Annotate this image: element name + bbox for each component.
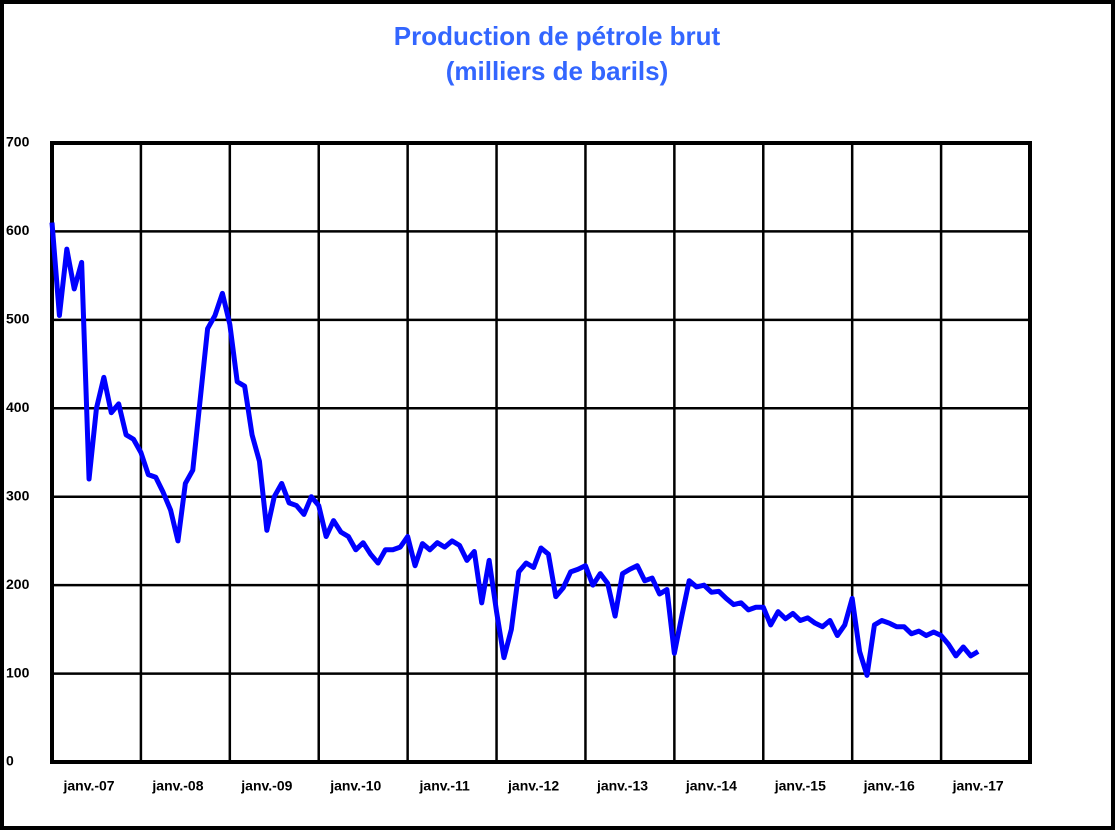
- y-tick-label: 200: [6, 576, 30, 592]
- x-tick-label: janv.-12: [507, 778, 559, 794]
- x-tick-label: janv.-08: [151, 778, 203, 794]
- y-tick-label: 0: [6, 753, 14, 769]
- y-tick-label: 100: [6, 664, 30, 680]
- x-tick-label: janv.-07: [62, 778, 114, 794]
- chart-subtitle: (milliers de barils): [446, 56, 669, 86]
- y-tick-label: 600: [6, 222, 30, 238]
- x-tick-label: janv.-11: [419, 778, 471, 794]
- chart-title: Production de pétrole brut: [394, 21, 721, 51]
- y-tick-label: 300: [6, 487, 30, 503]
- x-tick-label: janv.-14: [685, 778, 737, 794]
- y-tick-label: 500: [6, 311, 30, 327]
- x-tick-label: janv.-17: [952, 778, 1004, 794]
- x-tick-label: janv.-10: [329, 778, 381, 794]
- y-tick-label: 700: [6, 134, 30, 150]
- data-line: [49, 222, 980, 678]
- plot-border: [50, 141, 1032, 764]
- x-tick-label: janv.-09: [240, 778, 292, 794]
- x-tick-label: janv.-15: [774, 778, 826, 794]
- x-tick-label: janv.-16: [863, 778, 915, 794]
- x-tick-label: janv.-13: [596, 778, 648, 794]
- y-tick-label: 400: [6, 399, 30, 415]
